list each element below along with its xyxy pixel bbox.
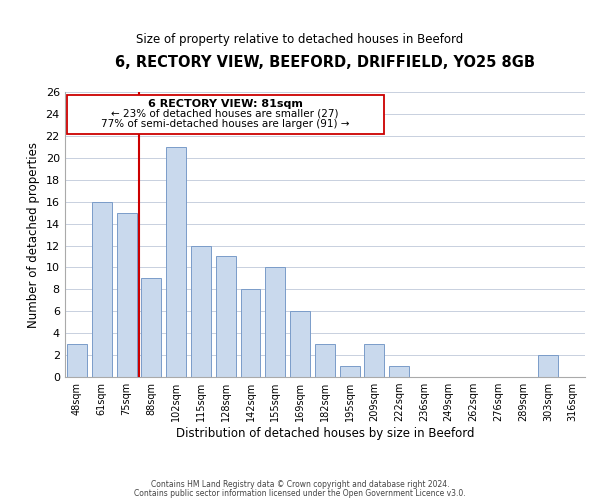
Bar: [142, 278, 161, 377]
Bar: [389, 366, 409, 377]
Bar: [265, 268, 285, 377]
Bar: [538, 355, 558, 377]
Title: 6, RECTORY VIEW, BEEFORD, DRIFFIELD, YO25 8GB: 6, RECTORY VIEW, BEEFORD, DRIFFIELD, YO2…: [115, 55, 535, 70]
Bar: [290, 312, 310, 377]
FancyBboxPatch shape: [67, 94, 384, 134]
X-axis label: Distribution of detached houses by size in Beeford: Distribution of detached houses by size …: [176, 427, 474, 440]
Bar: [216, 256, 236, 377]
Text: Contains HM Land Registry data © Crown copyright and database right 2024.: Contains HM Land Registry data © Crown c…: [151, 480, 449, 489]
Bar: [117, 212, 137, 377]
Bar: [364, 344, 385, 377]
Bar: [315, 344, 335, 377]
Text: 77% of semi-detached houses are larger (91) →: 77% of semi-detached houses are larger (…: [101, 120, 349, 130]
Text: Contains public sector information licensed under the Open Government Licence v3: Contains public sector information licen…: [134, 489, 466, 498]
Bar: [241, 290, 260, 377]
Bar: [340, 366, 359, 377]
Bar: [166, 147, 186, 377]
Bar: [92, 202, 112, 377]
Text: 6 RECTORY VIEW: 81sqm: 6 RECTORY VIEW: 81sqm: [148, 98, 302, 108]
Bar: [67, 344, 87, 377]
Y-axis label: Number of detached properties: Number of detached properties: [27, 142, 40, 328]
Text: Size of property relative to detached houses in Beeford: Size of property relative to detached ho…: [136, 32, 464, 46]
Text: ← 23% of detached houses are smaller (27): ← 23% of detached houses are smaller (27…: [112, 109, 339, 119]
Bar: [191, 246, 211, 377]
